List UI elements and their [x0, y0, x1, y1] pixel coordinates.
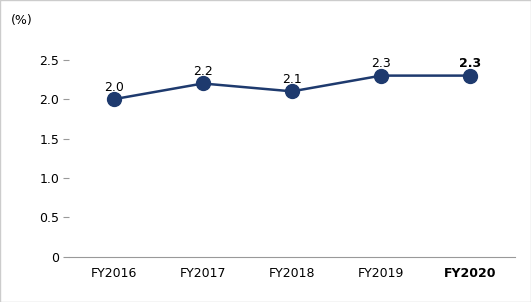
Text: 2.1: 2.1: [282, 73, 302, 86]
Text: 2.3: 2.3: [459, 57, 482, 70]
Text: 2.3: 2.3: [371, 57, 391, 70]
Text: (%): (%): [11, 14, 33, 27]
Text: 2.2: 2.2: [193, 65, 213, 78]
Text: 2.0: 2.0: [104, 81, 124, 94]
